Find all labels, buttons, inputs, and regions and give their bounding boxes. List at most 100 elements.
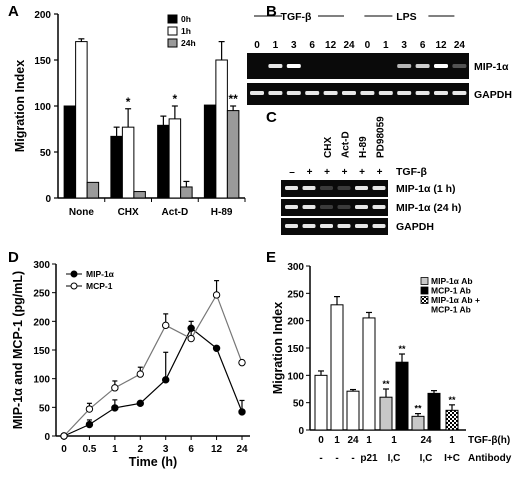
panel-e-bar bbox=[330, 304, 344, 431]
panel-a-bar bbox=[121, 126, 135, 199]
panel-c-band bbox=[372, 224, 386, 228]
panel-d-y-axis-title: MIP-1α and MCP-1 (pg/mL) bbox=[11, 271, 25, 429]
panel-c-lane-label: Act-D bbox=[341, 131, 352, 158]
panel-d-series-line bbox=[63, 327, 243, 437]
panel-c-band bbox=[285, 186, 298, 190]
panel-d-point bbox=[85, 405, 94, 413]
panel-a-chart: 0 50 100 150 200 Migration Index None CHX Act-D H… bbox=[13, 10, 246, 218]
panel-e-bar bbox=[379, 396, 393, 431]
panel-b-lane-label: 3 bbox=[401, 40, 407, 51]
panel-a-significance: * bbox=[173, 92, 178, 106]
panel-e-antibody-label: I+C bbox=[444, 453, 460, 464]
panel-d-point bbox=[60, 432, 68, 440]
panel-d-x-tick-label: 0 bbox=[61, 444, 67, 455]
panel-a-legend-swatch bbox=[167, 14, 178, 24]
panel-d-y-tick-label: 0 bbox=[44, 432, 50, 443]
panel-b-lane-label: 12 bbox=[435, 40, 447, 51]
panel-b-gel: TGF-β LPS 0 1 3 6 12 24 0 1 3 6 12 24 MIP-1α GAPDH bbox=[247, 11, 512, 105]
panel-c-treatment-label: TGF-β bbox=[396, 166, 427, 178]
panel-b-band bbox=[323, 91, 338, 95]
panel-c-band bbox=[285, 224, 298, 228]
panel-c-band bbox=[355, 186, 368, 190]
panel-d-y-tick-label: 150 bbox=[33, 346, 50, 357]
panel-d-y-tick-label: 300 bbox=[33, 260, 50, 271]
panel-c-band bbox=[320, 224, 333, 228]
panel-c-gel-strip bbox=[281, 180, 388, 197]
panel-e-y-tick-label: 300 bbox=[287, 262, 304, 273]
panel-a-bar bbox=[168, 118, 182, 199]
panel-e-legend-swatch bbox=[420, 286, 429, 295]
panel-b-band bbox=[397, 91, 412, 95]
panel-e-legend-label: MCP-1 Ab bbox=[431, 286, 471, 296]
panel-e-antibody-label: - bbox=[319, 453, 322, 464]
panel-a-bar bbox=[75, 41, 88, 199]
panel-e-significance: ** bbox=[448, 395, 456, 405]
panel-b-lane-label: 1 bbox=[383, 40, 389, 51]
panel-b-lane-label: 3 bbox=[291, 40, 297, 51]
panel-b-letter: B bbox=[266, 3, 277, 20]
panel-a-letter: A bbox=[8, 3, 19, 20]
panel-b-band bbox=[268, 91, 283, 95]
panel-e-tgf-label: 24 bbox=[420, 435, 432, 446]
panel-d-point bbox=[212, 344, 221, 352]
panel-b-band bbox=[286, 91, 301, 95]
panel-b-band bbox=[452, 64, 467, 68]
panel-c-band bbox=[302, 224, 316, 228]
panel-e-legend-label: MCP-1 Ab bbox=[431, 305, 471, 315]
panel-a-bar bbox=[63, 105, 77, 199]
panel-e-tgf-label: 1 bbox=[366, 435, 372, 446]
panel-b-band bbox=[397, 64, 412, 68]
panel-e-bar bbox=[395, 361, 409, 431]
panel-d-legend-label: MCP-1 bbox=[86, 281, 113, 291]
panel-b-group-label: LPS bbox=[396, 11, 416, 23]
panel-e-bar bbox=[362, 317, 376, 431]
panel-a-significance: * bbox=[126, 95, 131, 109]
panel-c-lane-label: PD98059 bbox=[376, 116, 387, 158]
panel-d-x-tick-label: 24 bbox=[236, 444, 248, 455]
panel-e-tgf-label: 24 bbox=[347, 435, 359, 446]
panel-c-row-label: GAPDH bbox=[396, 221, 434, 233]
panel-c-row-label: MIP-1α (1 h) bbox=[396, 183, 456, 195]
panel-a-x-tick-label: Act-D bbox=[162, 207, 189, 218]
panel-b-row-label: MIP-1α bbox=[474, 61, 509, 73]
panel-b-lane-label: 24 bbox=[343, 40, 355, 51]
panel-d-point bbox=[85, 420, 94, 429]
panel-d-letter: D bbox=[8, 249, 19, 266]
panel-e-antibody-label: p21 bbox=[360, 453, 378, 464]
panel-a-legend-label: 24h bbox=[181, 38, 196, 48]
panel-e-row1-label: TGF-β(h) bbox=[468, 435, 510, 446]
panel-d-legend-marker bbox=[70, 282, 78, 290]
panel-e-letter: E bbox=[266, 249, 276, 266]
panel-e-significance: ** bbox=[382, 379, 390, 389]
panel-d-y-tick-label: 100 bbox=[33, 375, 50, 386]
panel-c-letter: C bbox=[266, 109, 277, 126]
panel-a-bar bbox=[133, 191, 146, 199]
panel-c-sign: + bbox=[342, 167, 348, 178]
panel-d-point bbox=[238, 408, 246, 416]
panel-d-legend-marker bbox=[70, 270, 78, 278]
panel-d-legend-label: MIP-1α bbox=[86, 269, 115, 279]
panel-a-bar bbox=[157, 124, 170, 199]
panel-d-x-tick-label: 2 bbox=[138, 444, 144, 455]
panel-d-x-tick-label: 6 bbox=[188, 444, 194, 455]
panel-c-lane-label: H-89 bbox=[358, 136, 369, 158]
panel-a-legend-label: 0h bbox=[181, 14, 191, 24]
panel-a-bar bbox=[226, 110, 240, 199]
panel-e-y-tick-label: 100 bbox=[287, 371, 304, 382]
panel-d-y-tick-label: 250 bbox=[33, 289, 50, 300]
panel-e-legend-swatch bbox=[420, 296, 429, 304]
panel-e-y-tick-label: 150 bbox=[287, 344, 304, 355]
panel-b-band bbox=[342, 91, 356, 95]
panel-b-band bbox=[415, 91, 430, 95]
panel-d-x-tick-label: 3 bbox=[163, 444, 169, 455]
panel-a-x-tick-label: None bbox=[69, 207, 94, 218]
panel-b-band bbox=[378, 91, 393, 95]
panel-b-band bbox=[452, 91, 467, 95]
panel-c-sign: + bbox=[324, 167, 330, 178]
panel-b-band bbox=[286, 64, 301, 68]
panel-b-lane-label: 0 bbox=[254, 40, 260, 51]
panel-e-legend-label: MIP-1α Ab bbox=[431, 276, 473, 286]
